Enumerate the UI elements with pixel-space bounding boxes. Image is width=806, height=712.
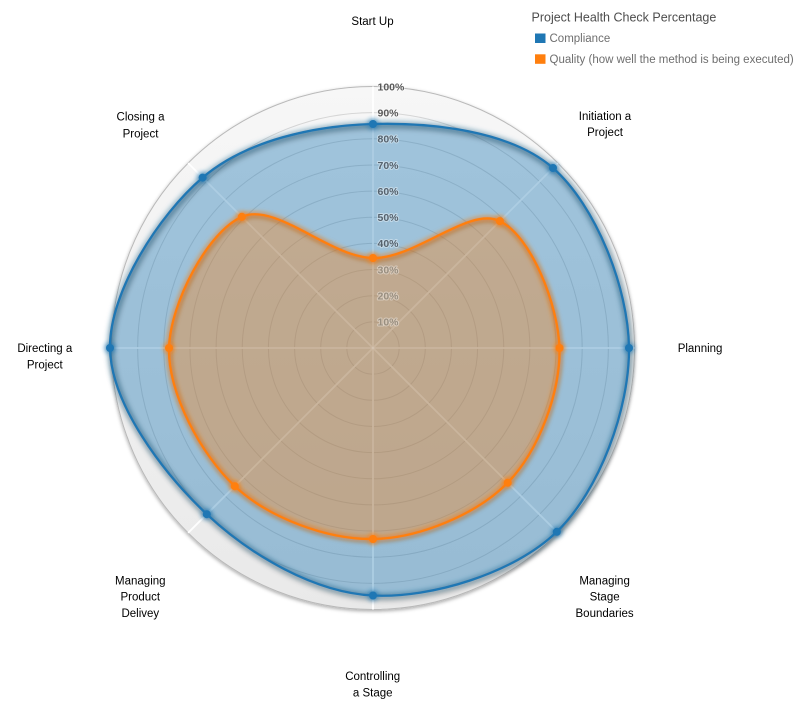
- svg-text:Stage: Stage: [590, 592, 620, 604]
- svg-text:60%: 60%: [378, 186, 400, 198]
- svg-text:90%: 90%: [378, 108, 400, 120]
- svg-text:Start Up: Start Up: [351, 16, 393, 28]
- svg-text:a Stage: a Stage: [353, 687, 393, 699]
- svg-text:Delivey: Delivey: [121, 608, 159, 620]
- svg-text:Boundaries: Boundaries: [576, 608, 634, 620]
- svg-text:Product: Product: [120, 592, 160, 604]
- svg-text:Initiation a: Initiation a: [579, 111, 632, 123]
- svg-text:Compliance: Compliance: [550, 33, 611, 45]
- svg-text:70%: 70%: [378, 160, 400, 172]
- svg-text:Closing a: Closing a: [117, 112, 166, 124]
- svg-text:Directing a: Directing a: [17, 343, 73, 355]
- svg-text:Project: Project: [27, 359, 64, 371]
- svg-text:20%: 20%: [378, 291, 400, 303]
- svg-text:Managing: Managing: [115, 575, 166, 587]
- svg-text:Quality (how well the method i: Quality (how well the method is being ex…: [550, 54, 794, 66]
- svg-text:40%: 40%: [378, 238, 400, 250]
- svg-text:50%: 50%: [378, 212, 400, 224]
- svg-text:Planning: Planning: [678, 343, 723, 355]
- svg-text:100%: 100%: [378, 81, 406, 93]
- svg-text:Controlling: Controlling: [345, 671, 400, 683]
- svg-text:Managing: Managing: [579, 575, 630, 587]
- svg-text:Project Health Check Percentag: Project Health Check Percentage: [532, 11, 717, 25]
- svg-text:30%: 30%: [378, 264, 400, 276]
- svg-text:10%: 10%: [378, 317, 400, 329]
- svg-text:80%: 80%: [378, 134, 400, 146]
- svg-text:Project: Project: [587, 127, 624, 139]
- svg-text:Project: Project: [123, 128, 160, 140]
